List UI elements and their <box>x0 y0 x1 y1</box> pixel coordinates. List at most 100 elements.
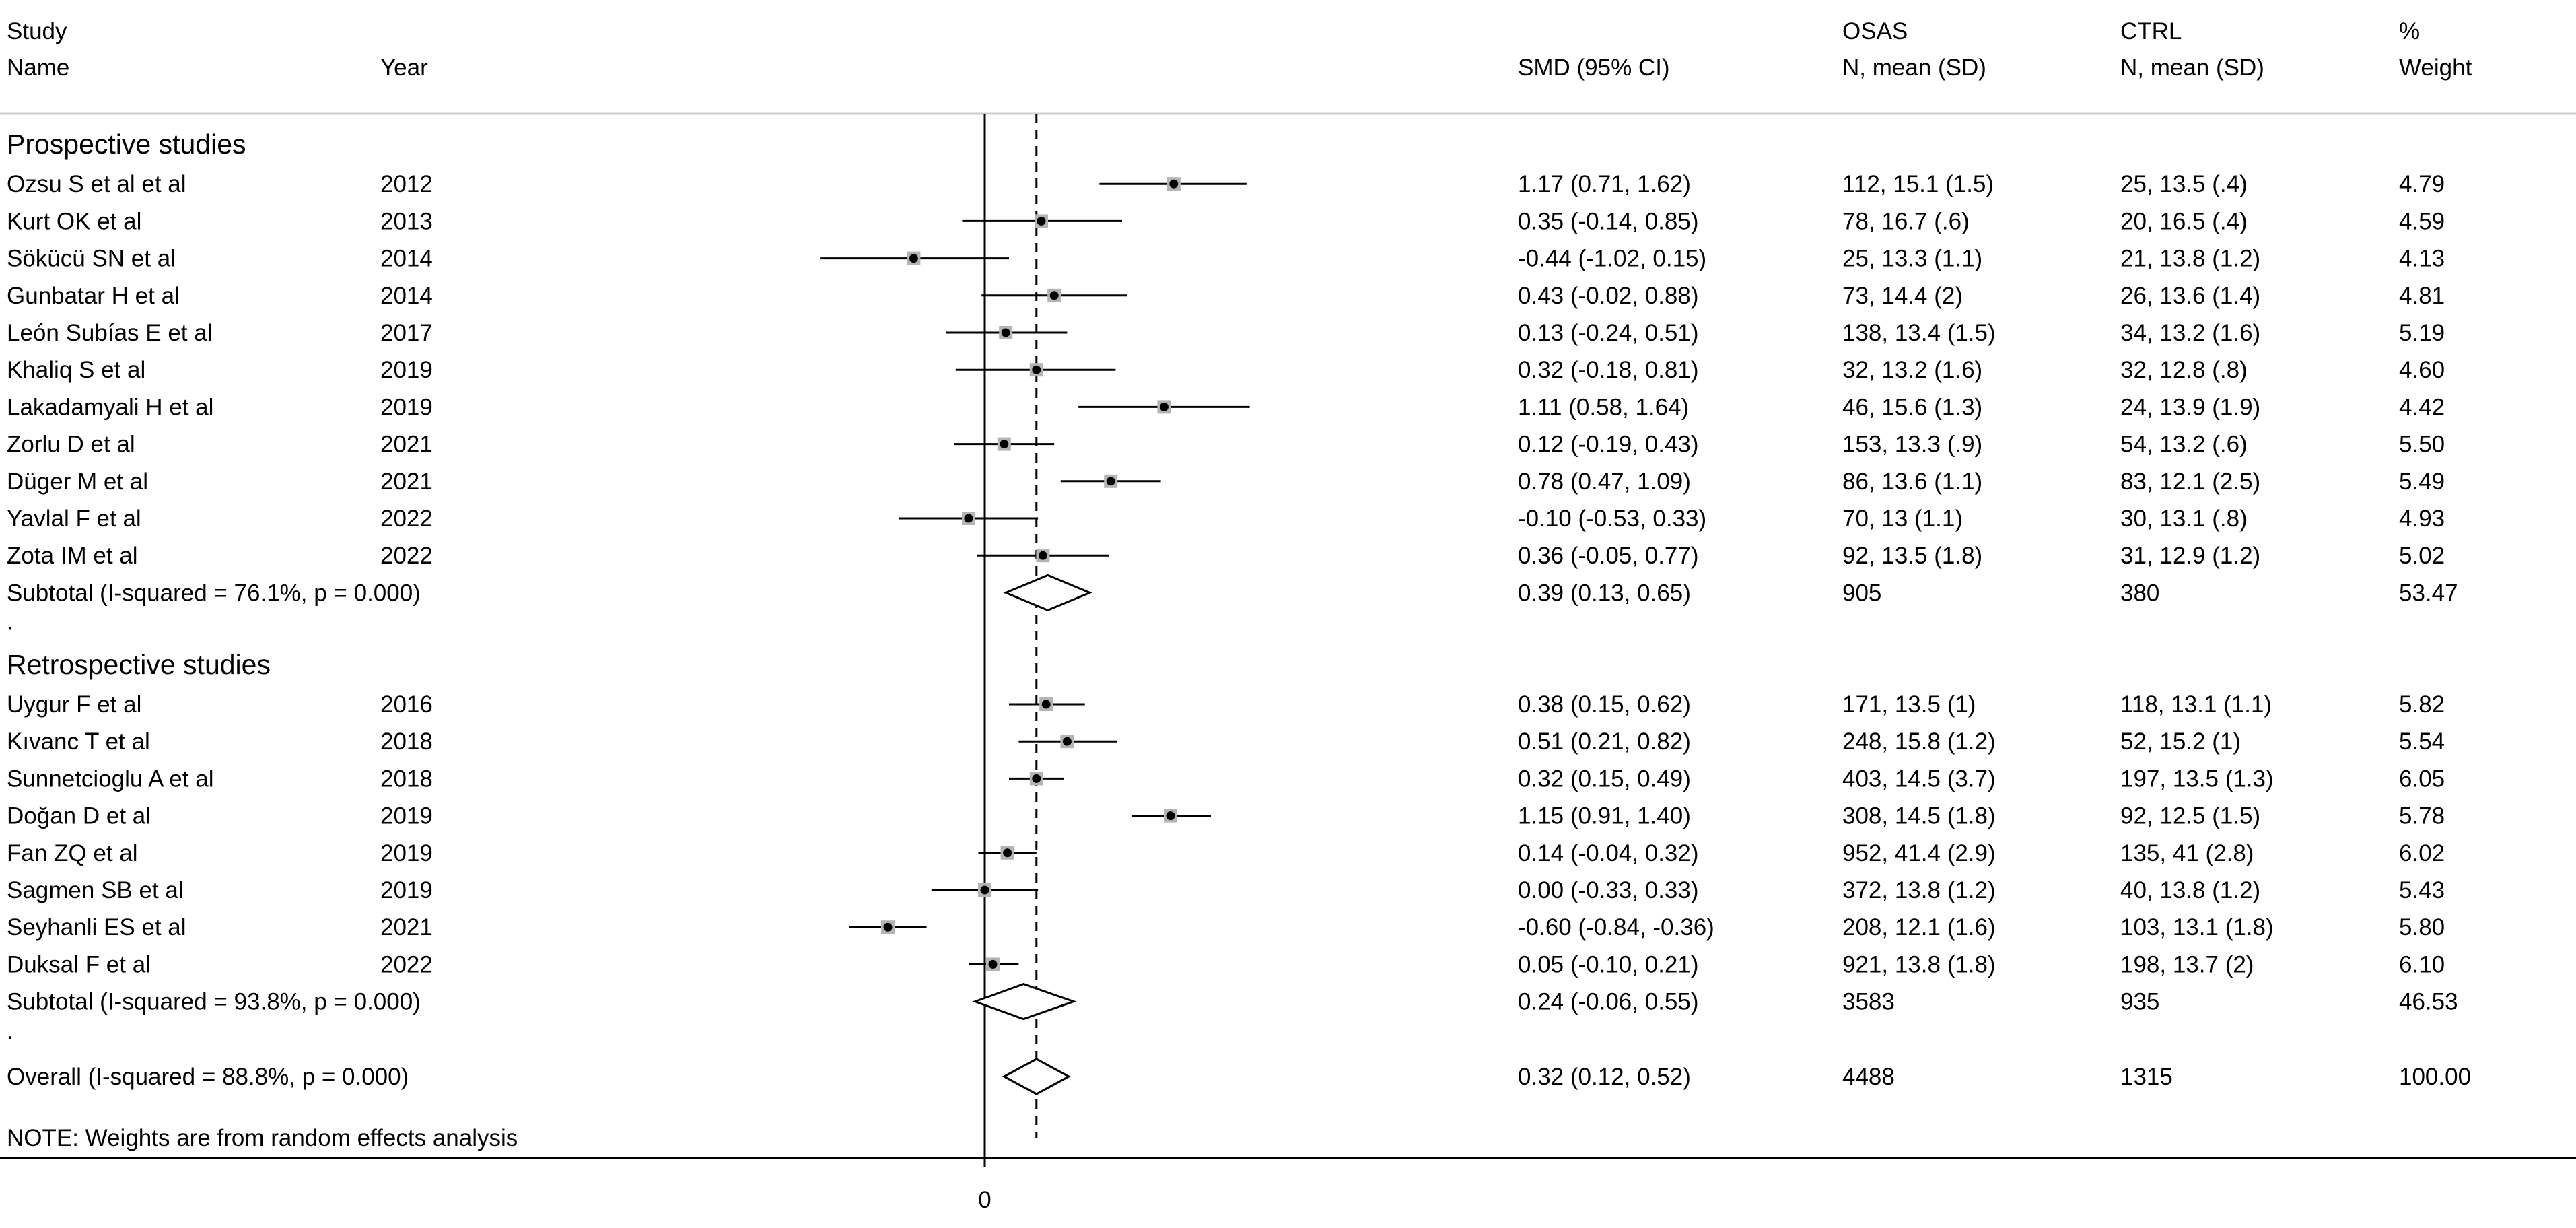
study-ctrl: 40, 13.8 (1.2) <box>2120 877 2260 903</box>
study-osas: 78, 16.7 (.6) <box>1842 208 1970 234</box>
study-weight: 5.50 <box>2399 432 2445 458</box>
study-year: 2022 <box>380 506 433 532</box>
study-weight: 4.42 <box>2399 394 2445 420</box>
study-weight: 6.02 <box>2399 840 2445 866</box>
study-name: Gunbatar H et al <box>7 283 180 309</box>
study-year: 2021 <box>380 469 433 495</box>
point-estimate <box>1166 811 1175 821</box>
study-name: Fan ZQ et al <box>7 840 138 866</box>
study-weight: 6.10 <box>2399 951 2445 978</box>
header-study-line2: Name <box>7 55 69 81</box>
point-estimate <box>1159 402 1169 411</box>
header-ctrl-line2: N, mean (SD) <box>2120 55 2264 81</box>
study-osas: 372, 13.8 (1.2) <box>1842 877 1996 903</box>
point-estimate <box>909 254 918 263</box>
study-smd-ci: 1.15 (0.91, 1.40) <box>1518 803 1691 829</box>
study-ctrl: 118, 13.1 (1.1) <box>2120 691 2272 718</box>
group-separator: . <box>7 1018 13 1044</box>
study-weight: 5.54 <box>2399 728 2445 755</box>
study-year: 2021 <box>380 432 433 458</box>
overall-label: Overall (I-squared = 88.8%, p = 0.000) <box>7 1064 409 1090</box>
header-study-line1: Study <box>7 18 67 44</box>
header-ctrl-line1: CTRL <box>2120 18 2182 44</box>
study-osas: 46, 15.6 (1.3) <box>1842 394 1982 420</box>
overall-ctrl: 1315 <box>2120 1064 2173 1090</box>
study-weight: 4.81 <box>2399 283 2445 309</box>
study-weight: 4.79 <box>2399 171 2445 197</box>
subtotal-label: Subtotal (I-squared = 93.8%, p = 0.000) <box>7 989 421 1015</box>
point-estimate <box>1169 179 1179 189</box>
header-weight-line2: Weight <box>2399 55 2472 81</box>
overall-smd-ci: 0.32 (0.12, 0.52) <box>1518 1064 1691 1090</box>
point-estimate <box>1041 700 1051 709</box>
point-estimate <box>988 959 998 969</box>
study-ctrl: 92, 12.5 (1.5) <box>2120 803 2260 829</box>
study-name: Uygur F et al <box>7 691 141 718</box>
header-year: Year <box>380 55 428 81</box>
subtotal-osas: 905 <box>1842 580 1881 606</box>
subtotal-smd-ci: 0.24 (-0.06, 0.55) <box>1518 989 1699 1015</box>
subtotal-ctrl: 935 <box>2120 989 2159 1015</box>
study-year: 2019 <box>380 357 433 383</box>
point-estimate <box>1038 551 1047 560</box>
study-osas: 308, 14.5 (1.8) <box>1842 803 1996 829</box>
study-smd-ci: -0.10 (-0.53, 0.33) <box>1518 506 1706 532</box>
header-weight-line1: % <box>2399 18 2420 44</box>
study-year: 2019 <box>380 394 433 420</box>
study-ctrl: 54, 13.2 (.6) <box>2120 432 2248 458</box>
study-osas: 138, 13.4 (1.5) <box>1842 320 1996 346</box>
study-smd-ci: 0.32 (0.15, 0.49) <box>1518 765 1691 792</box>
study-name: Kurt OK et al <box>7 208 141 234</box>
study-ctrl: 135, 41 (2.8) <box>2120 840 2254 866</box>
study-ctrl: 34, 13.2 (1.6) <box>2120 320 2260 346</box>
study-year: 2019 <box>380 840 433 866</box>
study-smd-ci: 0.14 (-0.04, 0.32) <box>1518 840 1699 866</box>
study-smd-ci: 0.32 (-0.18, 0.81) <box>1518 357 1699 383</box>
study-weight: 5.49 <box>2399 469 2445 495</box>
study-ctrl: 20, 16.5 (.4) <box>2120 208 2248 234</box>
group-title: Retrospective studies <box>7 649 271 680</box>
study-name: Sagmen SB et al <box>7 877 184 903</box>
study-name: Düger M et al <box>7 469 148 495</box>
subtotal-smd-ci: 0.39 (0.13, 0.65) <box>1518 580 1691 606</box>
study-weight: 5.02 <box>2399 543 2445 569</box>
study-osas: 921, 13.8 (1.8) <box>1842 951 1996 978</box>
study-year: 2017 <box>380 320 433 346</box>
study-year: 2016 <box>380 691 433 718</box>
study-weight: 4.59 <box>2399 208 2445 234</box>
point-estimate <box>1001 328 1010 337</box>
study-smd-ci: 1.17 (0.71, 1.62) <box>1518 171 1691 197</box>
study-ctrl: 24, 13.9 (1.9) <box>2120 394 2260 420</box>
study-weight: 4.13 <box>2399 246 2445 272</box>
group-title: Prospective studies <box>7 129 246 160</box>
study-weight: 5.19 <box>2399 320 2445 346</box>
study-osas: 952, 41.4 (2.9) <box>1842 840 1996 866</box>
study-smd-ci: 0.12 (-0.19, 0.43) <box>1518 432 1699 458</box>
study-smd-ci: -0.44 (-1.02, 0.15) <box>1518 246 1706 272</box>
point-estimate <box>1000 440 1009 449</box>
study-name: Sökücü SN et al <box>7 246 176 272</box>
study-name: Khaliq S et al <box>7 357 145 383</box>
group-separator: . <box>7 609 13 636</box>
study-year: 2014 <box>380 246 433 272</box>
study-name: Lakadamyali H et al <box>7 394 213 420</box>
study-year: 2019 <box>380 803 433 829</box>
study-osas: 32, 13.2 (1.6) <box>1842 357 1982 383</box>
x-axis-tick-label: 0 <box>978 1187 991 1213</box>
study-smd-ci: 0.05 (-0.10, 0.21) <box>1518 951 1699 978</box>
study-ctrl: 30, 13.1 (.8) <box>2120 506 2248 532</box>
weights-note: NOTE: Weights are from random effects an… <box>7 1125 518 1151</box>
study-weight: 4.60 <box>2399 357 2445 383</box>
study-year: 2012 <box>380 171 433 197</box>
study-osas: 403, 14.5 (3.7) <box>1842 765 1996 792</box>
study-ctrl: 83, 12.1 (2.5) <box>2120 469 2260 495</box>
study-smd-ci: 0.38 (0.15, 0.62) <box>1518 691 1691 718</box>
study-weight: 5.78 <box>2399 803 2445 829</box>
study-ctrl: 21, 13.8 (1.2) <box>2120 246 2260 272</box>
study-year: 2022 <box>380 543 433 569</box>
study-ctrl: 31, 12.9 (1.2) <box>2120 543 2260 569</box>
study-ctrl: 197, 13.5 (1.3) <box>2120 765 2274 792</box>
study-smd-ci: 0.36 (-0.05, 0.77) <box>1518 543 1699 569</box>
